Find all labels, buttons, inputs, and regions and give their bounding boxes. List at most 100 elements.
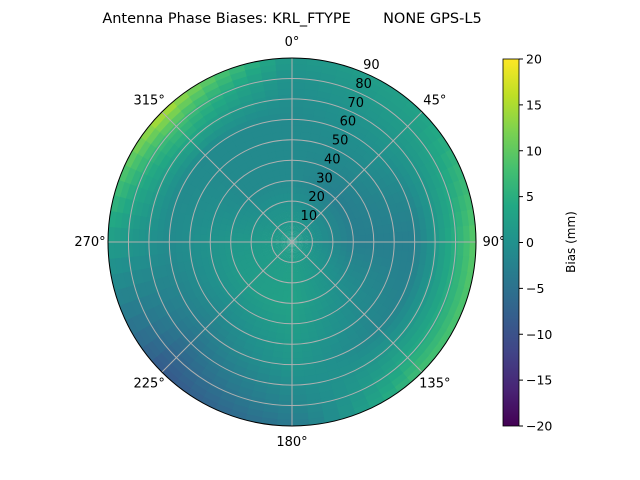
heat-cell — [280, 358, 293, 366]
heat-cell — [387, 299, 400, 314]
heat-cell — [168, 160, 182, 176]
heat-cell — [307, 229, 316, 235]
heat-cell — [291, 376, 306, 384]
heat-cell — [353, 369, 370, 383]
heat-cell — [318, 77, 336, 89]
heat-cell — [299, 250, 306, 257]
heat-cell — [243, 293, 254, 304]
colorbar-tick-label: −5 — [526, 281, 544, 296]
heat-cell — [244, 336, 257, 347]
heat-cell — [220, 113, 236, 126]
heat-cell — [135, 154, 150, 173]
heat-cell — [334, 75, 352, 87]
heat-cell — [181, 279, 193, 293]
heat-cell — [450, 226, 459, 243]
heat-cell — [277, 228, 284, 235]
heat-cell — [160, 329, 176, 346]
heat-cell — [178, 136, 193, 152]
heat-cell — [366, 74, 386, 89]
heat-cell — [176, 95, 195, 112]
heat-cell — [337, 108, 353, 121]
heat-cell — [333, 352, 348, 365]
heat-cell — [445, 316, 460, 336]
heat-cell — [121, 269, 133, 288]
heat-cell — [298, 218, 303, 226]
heat-cell — [190, 296, 202, 310]
heat-cell — [141, 293, 154, 311]
heat-cell — [172, 199, 183, 213]
heat-cell — [291, 63, 309, 72]
heat-cell — [250, 254, 259, 261]
heat-cell — [279, 236, 287, 240]
heat-cell — [418, 192, 430, 208]
heat-cell — [159, 347, 176, 365]
heat-cell — [345, 353, 361, 366]
heat-cell — [135, 170, 148, 189]
heat-cell — [327, 230, 336, 236]
heat-cell — [298, 314, 307, 323]
heat-cell — [125, 241, 134, 258]
heat-cell — [361, 335, 376, 349]
heat-cell — [365, 234, 373, 243]
heat-cell — [457, 270, 469, 290]
heat-cell — [164, 362, 183, 380]
heat-cell — [370, 142, 385, 156]
heat-cell — [250, 223, 259, 230]
heat-cell — [282, 224, 287, 232]
heat-cell — [198, 273, 209, 285]
heat-cell — [121, 196, 133, 215]
heat-cell — [301, 350, 313, 359]
heat-cell — [329, 341, 343, 353]
heat-cell — [160, 274, 172, 290]
heat-cell — [359, 235, 367, 243]
heat-cell — [223, 229, 232, 237]
heat-cell — [188, 382, 207, 398]
heat-cell — [272, 131, 284, 140]
heat-cell — [330, 385, 348, 398]
heat-cell — [273, 235, 281, 239]
heat-cell — [297, 244, 305, 248]
heat-cell — [204, 130, 219, 144]
heat-cell — [285, 253, 289, 261]
heat-cell — [291, 130, 303, 139]
heat-cell — [279, 218, 285, 227]
heat-cell — [412, 351, 430, 370]
heat-cell — [291, 149, 301, 157]
heat-cell — [402, 308, 416, 324]
heat-cell — [212, 220, 222, 230]
heat-cell — [397, 189, 409, 203]
heat-cell — [165, 142, 180, 159]
heat-cell — [444, 227, 453, 243]
heat-cell — [287, 229, 291, 237]
heat-cell — [182, 345, 198, 361]
heat-cell — [285, 173, 293, 181]
heat-cell — [326, 368, 342, 380]
heat-cell — [137, 227, 146, 243]
heat-cell — [349, 73, 369, 87]
heat-cell — [212, 140, 226, 154]
heat-cell — [386, 123, 402, 139]
heat-cell — [401, 104, 420, 122]
heat-cell — [247, 330, 259, 341]
heat-cell — [451, 269, 463, 288]
radial-tick-label: 10 — [301, 209, 318, 224]
heat-cell — [217, 129, 232, 142]
heat-cell — [300, 212, 306, 220]
heat-cell — [417, 110, 435, 129]
heat-cell — [441, 184, 453, 202]
heat-cell — [275, 230, 282, 236]
heat-cell — [458, 287, 471, 307]
heat-cell — [408, 183, 420, 199]
heat-cell — [297, 308, 306, 317]
heat-cell — [211, 96, 228, 110]
heat-cell — [136, 186, 149, 204]
heat-cell — [333, 119, 348, 132]
heat-cell — [289, 235, 292, 242]
heat-cell — [320, 249, 329, 256]
heat-cell — [140, 122, 157, 141]
heat-cell — [301, 199, 308, 208]
heat-cell — [283, 149, 293, 157]
heat-cell — [127, 198, 139, 216]
heat-cell — [181, 250, 190, 262]
heat-cell — [291, 167, 299, 175]
